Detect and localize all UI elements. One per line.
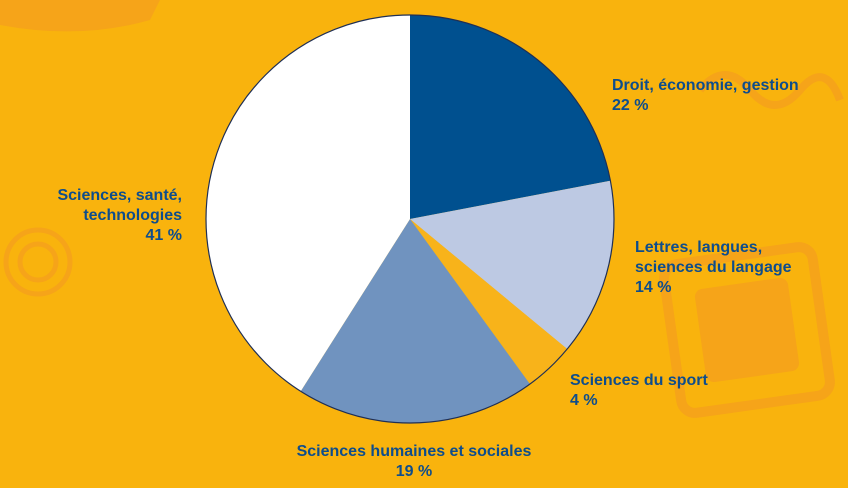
slice-sport [410, 219, 568, 385]
spiral-decoration-inner [17, 241, 59, 283]
slice-percent: 22 % [612, 97, 649, 114]
slice-percent: 41 % [145, 227, 182, 244]
slice-sciences-sante [206, 15, 410, 392]
background-decoration [0, 0, 844, 418]
slice-label-sport: Sciences du sport 4 % [570, 371, 708, 411]
slice-percent: 4 % [570, 392, 598, 409]
slice-label-text: Sciences du sport [570, 372, 708, 389]
slice-label-text: Lettres, langues, [635, 239, 763, 256]
slice-percent: 19 % [395, 463, 433, 480]
slice-percent: 14 % [635, 279, 672, 296]
slice-label-lettres: Lettres, langues, sciences du langage 14… [635, 238, 792, 298]
slice-label-sciences-humaines: Sciences humaines et sociales 19 % [264, 442, 564, 482]
squiggle-decoration [696, 71, 844, 109]
tile-decoration [659, 242, 835, 418]
slice-label-sciences-sante: Sciences, santé, technologies 41 % [20, 186, 182, 246]
slice-label-text: technologies [83, 207, 182, 224]
slice-label-text: sciences du langage [635, 259, 792, 276]
pie-outline [205, 14, 615, 424]
tile-decoration-inner [694, 277, 800, 383]
slice-droit [410, 15, 611, 219]
slice-label-text: Droit, économie, gestion [612, 77, 799, 94]
corner-decoration [0, 0, 160, 32]
pie-chart [205, 14, 615, 424]
slice-label-text: Sciences humaines et sociales [296, 443, 532, 460]
slice-label-droit: Droit, économie, gestion 22 % [612, 76, 799, 116]
slice-sciences-humaines [300, 219, 530, 423]
slice-label-text: Sciences, santé, [57, 187, 182, 204]
slice-lettres [410, 180, 615, 350]
spiral-decoration [3, 227, 73, 297]
